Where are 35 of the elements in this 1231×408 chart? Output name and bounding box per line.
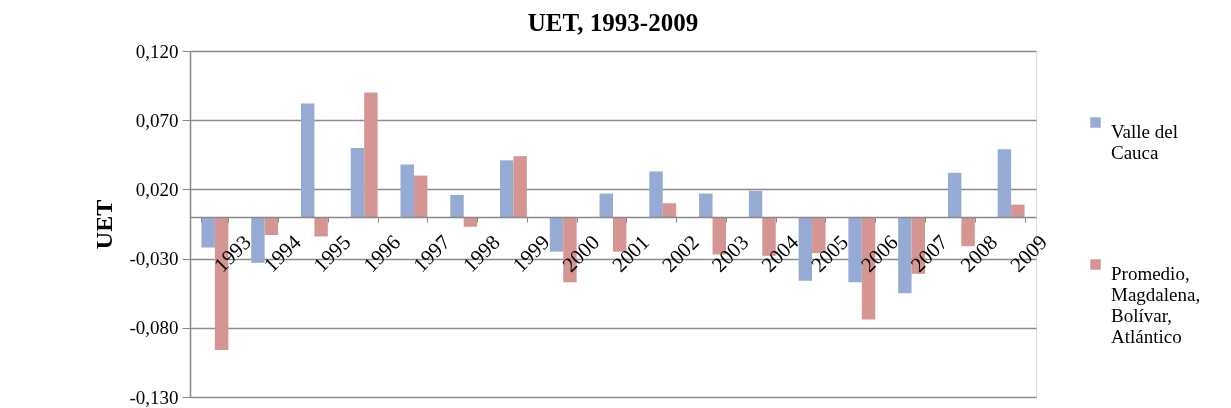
- y-tick-label: -0,030: [129, 248, 179, 270]
- y-tick-label: 0,070: [135, 109, 179, 131]
- bar: [1011, 204, 1025, 218]
- bar: [898, 217, 912, 294]
- bar: [264, 217, 279, 236]
- legend-label: Promedio, Magdalena, Bolívar, Atlántico: [1111, 262, 1201, 347]
- bar: [848, 217, 862, 283]
- bar: [500, 160, 514, 218]
- bar: [350, 147, 365, 218]
- bar: [649, 171, 663, 218]
- y-axis-title: UET: [91, 199, 118, 250]
- bar: [599, 193, 613, 218]
- bar: [400, 164, 414, 218]
- y-tick-label: -0,080: [129, 317, 179, 339]
- bar: [662, 203, 677, 218]
- bar: [450, 194, 464, 218]
- bar: [513, 156, 527, 218]
- bar: [300, 103, 315, 218]
- bar: [463, 217, 478, 227]
- bar: [251, 217, 265, 263]
- bar: [699, 193, 713, 218]
- bar: [364, 92, 378, 218]
- legend-label: Valle del Cauca: [1111, 120, 1179, 163]
- bar: [314, 217, 328, 237]
- y-tick-label: 0,020: [135, 178, 179, 200]
- y-tick-label: 0,120: [135, 40, 179, 62]
- bar: [798, 217, 813, 281]
- bar: [947, 172, 962, 218]
- bar: [997, 149, 1012, 218]
- chart-title: UET, 1993-2009: [527, 9, 699, 36]
- bar: [549, 217, 564, 252]
- bar: [413, 175, 428, 218]
- bar: [201, 217, 215, 248]
- y-tick-label: -0,130: [129, 386, 179, 408]
- bar: [748, 190, 763, 218]
